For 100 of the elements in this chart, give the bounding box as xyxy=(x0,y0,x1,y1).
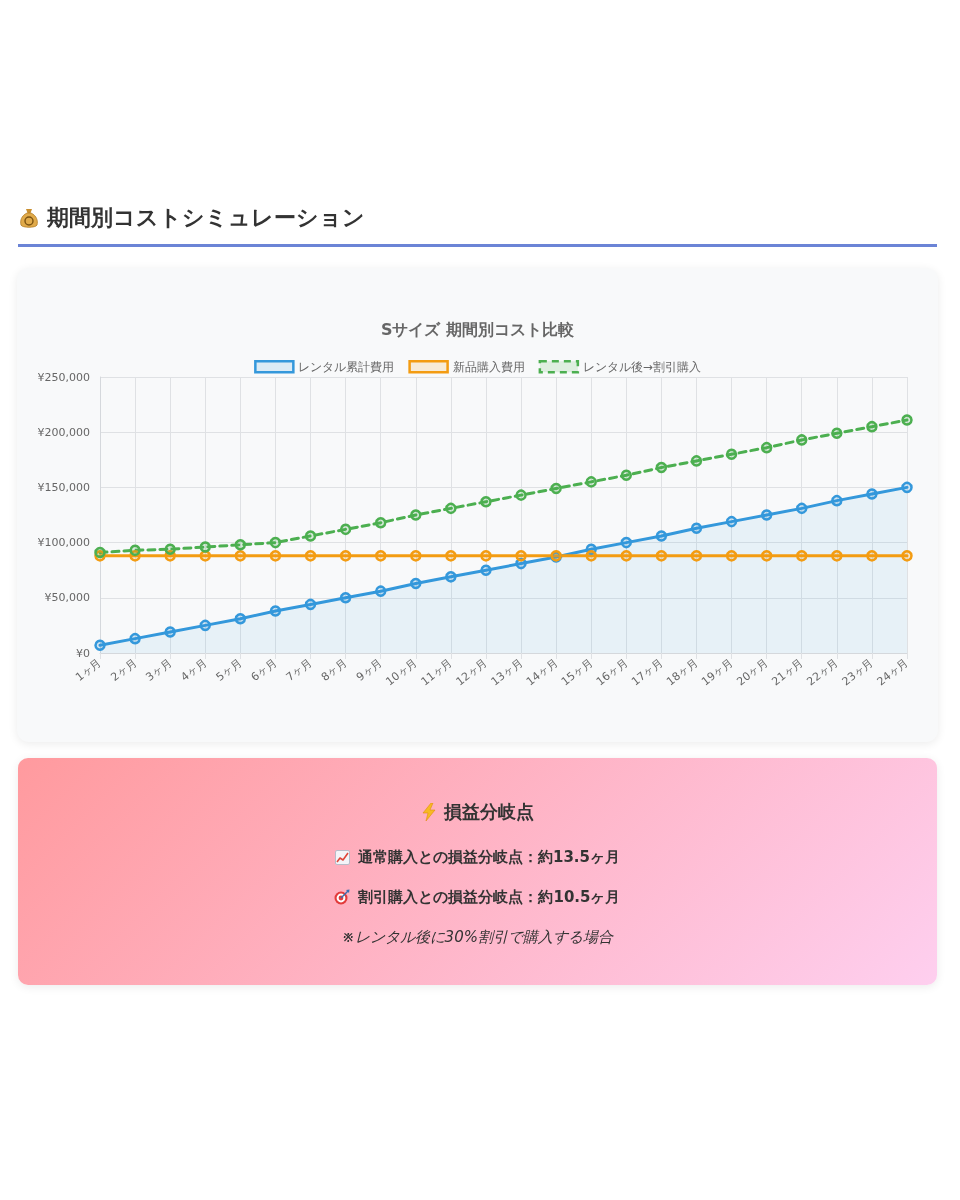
point xyxy=(725,550,738,562)
y-tick-label: ¥250,000 xyxy=(37,370,90,384)
text: 通常購入との損益分岐点：約13.5ヶ月 xyxy=(357,847,620,867)
x-tick-label: 22ヶ月 xyxy=(804,655,841,689)
x-tick-label: 18ヶ月 xyxy=(664,655,701,689)
x-tick-label: 13ヶ月 xyxy=(488,655,526,689)
chart-title: Sサイズ 期間別コスト比較 xyxy=(380,319,576,339)
point xyxy=(760,441,773,454)
x-tick-label: 12ヶ月 xyxy=(453,655,490,689)
x-tick-label: 16ヶ月 xyxy=(593,655,631,689)
point xyxy=(199,541,212,553)
point xyxy=(866,420,878,433)
y-tick-label: ¥100,000 xyxy=(37,536,90,550)
point xyxy=(445,550,457,562)
point xyxy=(304,598,317,611)
x-tick-label: 23ヶ月 xyxy=(839,655,876,689)
point xyxy=(515,550,527,562)
point xyxy=(129,632,141,645)
x-tick-label: 7ヶ月 xyxy=(283,655,315,684)
point xyxy=(620,536,633,549)
point xyxy=(199,619,212,632)
x-tick-label: 21ヶ月 xyxy=(769,655,806,689)
x-tick-label: 6ヶ月 xyxy=(248,655,280,684)
point xyxy=(515,489,527,501)
point xyxy=(585,550,597,562)
point xyxy=(164,543,176,555)
point xyxy=(901,550,913,562)
x-tick-label: 17ヶ月 xyxy=(629,655,666,689)
point xyxy=(690,550,703,562)
point xyxy=(655,550,668,562)
x-tick-label: 2ヶ月 xyxy=(108,655,140,684)
y-tick-label: ¥200,000 xyxy=(37,425,90,439)
point xyxy=(655,461,668,474)
legend-label: 新品購入費用 xyxy=(452,359,525,374)
point xyxy=(725,515,738,528)
point xyxy=(234,613,247,625)
point xyxy=(585,476,597,488)
point xyxy=(374,550,387,562)
text: 損益分岐点 xyxy=(443,800,534,824)
point xyxy=(304,550,317,562)
text: 期間別コストシミュレーション xyxy=(47,204,365,232)
x-tick-label: 5ヶ月 xyxy=(213,655,245,684)
point xyxy=(480,550,492,562)
point xyxy=(269,536,282,549)
x-tick-label: 14ヶ月 xyxy=(523,655,561,689)
point xyxy=(760,509,773,521)
point xyxy=(129,544,141,557)
text: ※レンタル後に30%割引で購入する場合 xyxy=(342,927,613,947)
point xyxy=(269,605,282,617)
point xyxy=(410,509,422,521)
x-tick-label: 24ヶ月 xyxy=(874,655,911,689)
point xyxy=(831,550,843,562)
point xyxy=(164,626,176,638)
point xyxy=(796,550,808,562)
x-tick-label: 8ヶ月 xyxy=(318,655,350,684)
point xyxy=(339,592,352,604)
point xyxy=(690,455,703,467)
point xyxy=(304,530,317,542)
point xyxy=(445,502,457,515)
point xyxy=(760,550,773,562)
point xyxy=(339,550,352,562)
point xyxy=(866,488,878,500)
point xyxy=(269,550,282,562)
x-tick-label: 11ヶ月 xyxy=(418,655,455,689)
point xyxy=(234,550,247,562)
point xyxy=(796,502,808,515)
point xyxy=(410,550,422,562)
point xyxy=(445,571,457,583)
point xyxy=(94,546,106,559)
point xyxy=(866,550,878,562)
x-tick-label: 4ヶ月 xyxy=(178,655,210,684)
point xyxy=(339,523,352,536)
text: 割引購入との損益分岐点：約10.5ヶ月 xyxy=(358,887,621,907)
y-tick-label: ¥150,000 xyxy=(37,480,90,494)
point xyxy=(690,522,703,534)
point xyxy=(725,448,738,461)
point xyxy=(234,539,247,551)
point xyxy=(796,434,808,446)
point xyxy=(550,482,562,495)
y-tick-label: ¥50,000 xyxy=(44,591,90,605)
legend-label: レンタル後→割引購入 xyxy=(582,359,701,374)
point xyxy=(410,577,422,590)
point xyxy=(480,496,492,508)
point xyxy=(620,469,633,481)
legend-label: レンタル累計費用 xyxy=(298,359,395,374)
point xyxy=(901,481,913,494)
point xyxy=(655,530,668,542)
point xyxy=(831,427,843,440)
point xyxy=(374,585,387,597)
point xyxy=(901,414,913,426)
y-tick-label: ¥0 xyxy=(76,646,90,660)
point xyxy=(620,550,633,562)
x-tick-label: 20ヶ月 xyxy=(734,655,771,689)
x-tick-label: 10ヶ月 xyxy=(383,655,420,689)
point xyxy=(831,494,843,507)
x-tick-label: 3ヶ月 xyxy=(143,655,175,684)
x-tick-label: 19ヶ月 xyxy=(699,655,736,689)
point xyxy=(374,516,387,529)
point xyxy=(94,639,106,652)
x-tick-label: 15ヶ月 xyxy=(558,655,596,689)
